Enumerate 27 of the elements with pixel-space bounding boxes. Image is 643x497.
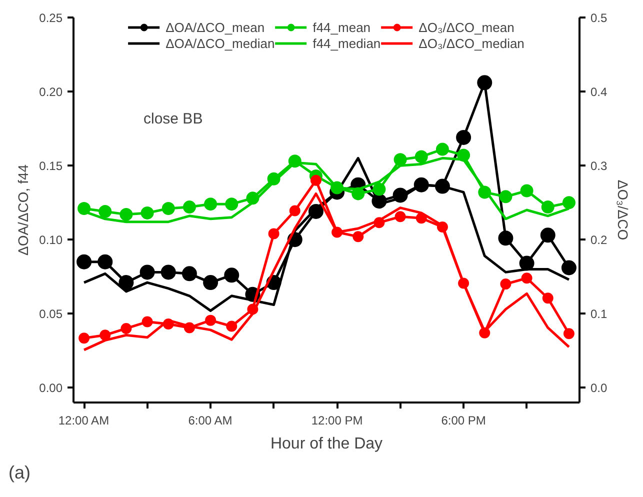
y2-tick-label: 0.3 [590,159,608,174]
y2-tick-label: 0.2 [590,233,608,248]
y-tick-label: 0.05 [39,307,63,322]
y-tick-label: 0.10 [39,233,63,248]
y-axis-title: ΔOA/ΔCO, f44 [15,164,32,256]
x-tick-label: 12:00 PM [311,414,363,428]
legend-label: ΔOA/ΔCO_mean [166,19,265,35]
y2-tick-label: 0.0 [590,381,608,396]
legend-label: ΔO₃/ΔCO_mean [418,19,514,35]
y-tick-label: 0.15 [39,159,63,174]
legend-label: ΔOA/ΔCO_median [166,35,275,51]
y-tick-label: 0.25 [39,11,63,25]
y2-tick-label: 0.4 [590,85,608,100]
x-tick-label: 12:00 AM [58,414,110,428]
x-tick-label: 6:00 AM [188,414,232,428]
text: (a) [8,462,30,482]
x-tick-label: 6:00 PM [441,414,486,428]
y2-axis-title: ΔO₃/ΔCO [615,180,632,240]
annotation: close BB [144,110,203,128]
y2-tick-label: 0.1 [590,307,608,322]
legend-label: f44_median [312,35,381,51]
y-tick-label: 0.20 [39,85,63,100]
y2-tick-label: 0.5 [590,11,608,25]
legend-label: f44_mean [312,19,371,35]
x-axis-title: Hour of the Day [270,436,383,452]
y-tick-label: 0.00 [39,381,63,396]
legend-label: ΔO₃/ΔCO_median [418,35,524,51]
